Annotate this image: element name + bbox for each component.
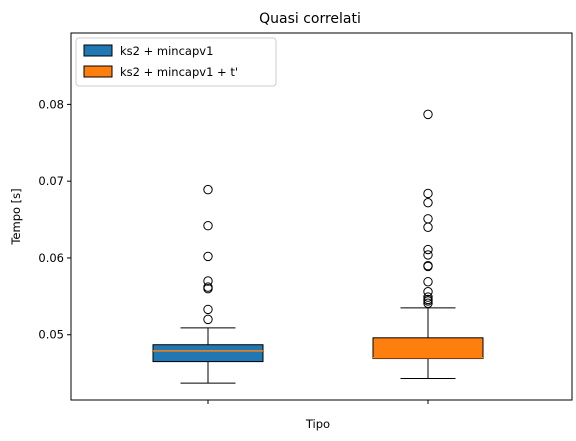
box-1 [152, 344, 264, 363]
legend: ks2 + mincapv1 ks2 + mincapv1 + t' [75, 37, 277, 87]
outlier-point [423, 214, 433, 224]
x-axis-label: Tipo [305, 417, 330, 431]
outlier-point [423, 188, 433, 199]
outlier-point [423, 109, 433, 120]
y-tick-label: 0.06 [38, 251, 64, 265]
outlier-point [423, 244, 433, 255]
legend-label: ks2 + mincapv1 + t' [120, 65, 238, 79]
outlier-point [423, 292, 433, 302]
legend-swatch [83, 44, 113, 57]
outlier-point [423, 294, 433, 305]
outlier-point [423, 197, 433, 208]
box-2 [372, 337, 484, 360]
y-tick-label: 0.05 [38, 328, 64, 342]
y-axis-label: Tempo [s] [9, 188, 23, 245]
legend-label: ks2 + mincapv1 [120, 44, 213, 58]
chart-title: Quasi correlati [259, 11, 361, 27]
legend-swatch [83, 65, 113, 78]
plot-area: 0.05 0.06 0.07 0.08 [38, 32, 573, 404]
outlier-point [423, 277, 433, 287]
outlier-point [423, 287, 433, 297]
outlier-point [423, 250, 433, 260]
outlier-point [203, 251, 213, 262]
outlier-point [203, 314, 213, 325]
outlier-point [423, 298, 433, 308]
y-tick-label: 0.07 [38, 174, 64, 188]
y-tick-label: 0.08 [38, 97, 64, 111]
axes-frame [70, 32, 573, 401]
outlier-point [203, 282, 213, 292]
outlier-point [423, 260, 433, 271]
outlier-point [203, 221, 213, 231]
outlier-point [203, 184, 213, 195]
outlier-point [203, 304, 213, 315]
outlier-point [423, 222, 433, 232]
outlier-point [203, 276, 213, 286]
legend-frame [75, 37, 277, 87]
